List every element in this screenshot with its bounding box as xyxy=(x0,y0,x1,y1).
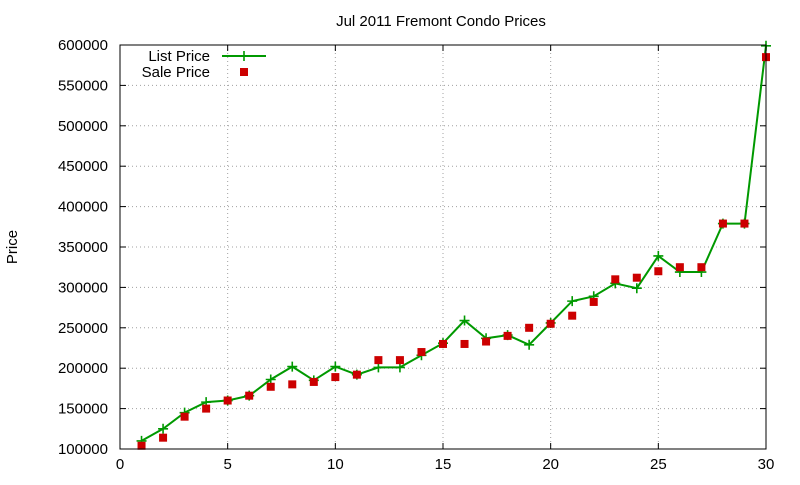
sale-price-point xyxy=(266,382,275,391)
sale-price-point xyxy=(245,391,254,400)
list-price-point xyxy=(287,361,298,372)
sale-price-point xyxy=(331,373,340,382)
y-axis-label: Price xyxy=(4,230,21,264)
list-price-point xyxy=(524,339,535,350)
axis-ticks: 0 5 10 15 20 25 30 100000 150000 200000 250000 3000… xyxy=(58,37,774,473)
legend-label: List Price xyxy=(148,48,210,65)
y-tick-label: 550000 xyxy=(58,77,108,94)
sale-price-point xyxy=(223,396,232,405)
x-tick-label: 5 xyxy=(223,456,231,473)
sale-price-point xyxy=(589,297,598,306)
list-price-point xyxy=(653,250,664,261)
list-price-point xyxy=(567,296,578,307)
sale-price-point xyxy=(697,263,706,272)
sale-price-point xyxy=(611,275,620,284)
x-tick-label: 15 xyxy=(435,456,452,473)
sale-price-point xyxy=(352,370,361,379)
y-tick-label: 600000 xyxy=(58,37,108,54)
sale-price-point xyxy=(309,377,318,386)
sale-price-point xyxy=(460,339,469,348)
x-tick-label: 20 xyxy=(542,456,559,473)
sale-price-point xyxy=(740,219,749,228)
list-price-point xyxy=(158,423,169,434)
sale-price-point xyxy=(159,433,168,442)
sale-price-point xyxy=(202,404,211,413)
x-tick-label: 10 xyxy=(327,456,344,473)
list-price-point xyxy=(459,315,470,326)
plot-border xyxy=(119,44,767,450)
x-tick-label: 0 xyxy=(116,456,124,473)
list-price-point xyxy=(631,283,642,294)
sale-price-point xyxy=(525,323,534,332)
sale-price-point xyxy=(718,219,727,228)
legend-label: Sale Price xyxy=(142,64,210,81)
x-tick-label: 25 xyxy=(650,456,667,473)
sale-price-point xyxy=(180,412,189,421)
sale-price-point xyxy=(417,348,426,357)
list-price-point xyxy=(330,361,341,372)
sale-price-point xyxy=(503,331,512,340)
sale-price-point xyxy=(546,319,555,328)
y-tick-label: 350000 xyxy=(58,239,108,256)
sale-price-point xyxy=(632,273,641,282)
y-tick-label: 300000 xyxy=(58,279,108,296)
chart-title: Jul 2011 Fremont Condo Prices xyxy=(336,13,546,30)
y-tick-label: 450000 xyxy=(58,158,108,175)
legend-square-marker xyxy=(240,68,248,76)
sale-price-point xyxy=(374,356,383,365)
sale-price-point xyxy=(137,441,146,450)
y-tick-label: 500000 xyxy=(58,118,108,135)
y-tick-label: 150000 xyxy=(58,401,108,418)
sale-price-point xyxy=(395,356,404,365)
sale-price-point xyxy=(568,311,577,320)
sale-price-point xyxy=(439,339,447,348)
y-tick-label: 250000 xyxy=(58,320,108,337)
grid-lines xyxy=(120,45,766,449)
y-tick-label: 200000 xyxy=(58,360,108,377)
sale-price-point xyxy=(288,380,297,389)
y-tick-label: 400000 xyxy=(58,199,108,216)
sale-price-point xyxy=(675,263,684,272)
legend-plus-marker xyxy=(239,51,249,61)
series-sale-price xyxy=(137,53,770,450)
y-tick-label: 100000 xyxy=(58,441,108,458)
sale-price-point xyxy=(654,267,663,276)
sale-price-point xyxy=(482,337,491,346)
x-tick-label: 30 xyxy=(758,456,775,473)
data-series xyxy=(136,40,771,450)
